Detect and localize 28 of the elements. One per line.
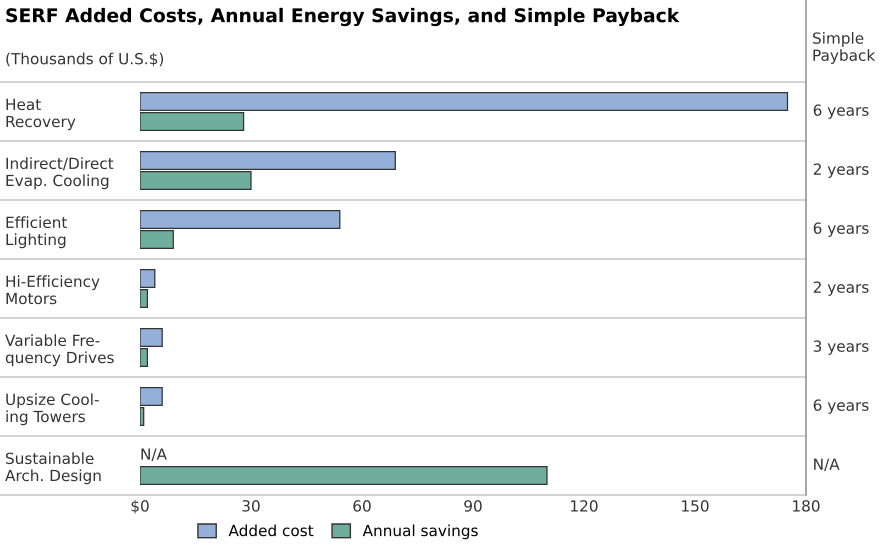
y-tick-label: Variable Fre- quency Drives: [5, 334, 114, 366]
y-tick-label: Upsize Cool- ing Towers: [6, 393, 99, 426]
x-tick-label: 90: [464, 500, 482, 512]
chart-title: SERF Added Costs, Annual Energy Savings, and Simple Payback: [6, 8, 680, 26]
text: N/A: [142, 448, 167, 462]
text: Simple Payback: [813, 32, 876, 64]
x-tick-label: $0: [132, 500, 149, 514]
x-tick-label: 150: [682, 500, 709, 512]
x-tick-label: 30: [242, 500, 260, 512]
x-tick-label: 60: [353, 500, 371, 512]
x-tick-label: 180: [793, 500, 820, 512]
y-tick-label: Indirect/Direct Evap. Cooling: [6, 157, 114, 190]
legend-label: Added cost: [228, 524, 314, 536]
bar: [140, 466, 548, 486]
text: 3 years: [814, 340, 869, 355]
y-tick-label: Efficient Lighting: [6, 216, 68, 248]
text: 6 years: [814, 399, 869, 414]
x-tick-label: 120: [571, 500, 598, 512]
text: 2 years: [814, 281, 869, 296]
text: 6 years: [814, 222, 869, 237]
y-tick-label: Hi-Efficiency Motors: [6, 275, 100, 304]
chart-subtitle: (Thousands of U.S.$): [6, 52, 164, 66]
y-tick-label: Heat Recovery: [6, 98, 76, 130]
legend-label: Annual savings: [362, 524, 478, 540]
y-tick-label: Sustainable Arch. Design: [5, 452, 101, 484]
text: 6 years: [814, 104, 869, 119]
text: 2 years: [814, 163, 869, 178]
text: N/A: [814, 458, 840, 472]
